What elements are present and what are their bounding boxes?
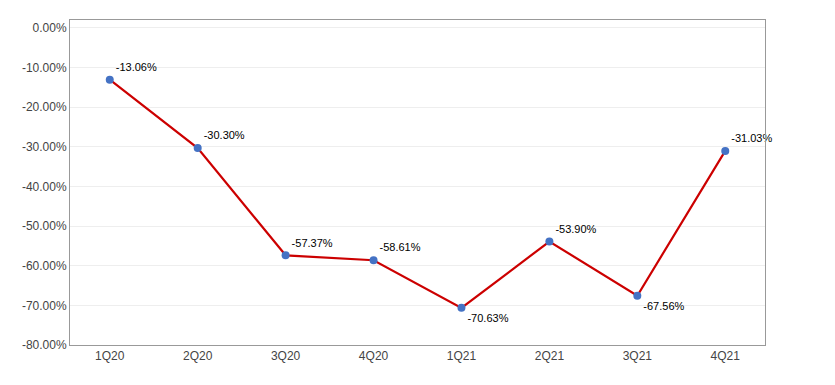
svg-text:-57.37%: -57.37% [292,237,333,249]
svg-text:-31.03%: -31.03% [731,132,772,144]
svg-text:-10.00%: -10.00% [22,61,67,75]
svg-text:1Q21: 1Q21 [447,349,477,363]
svg-text:-30.30%: -30.30% [204,129,245,141]
svg-text:-50.00%: -50.00% [22,219,67,233]
svg-text:-70.00%: -70.00% [22,299,67,313]
svg-text:-20.00%: -20.00% [22,100,67,114]
svg-text:3Q21: 3Q21 [623,349,653,363]
svg-text:-58.61%: -58.61% [380,241,421,253]
svg-text:-67.56%: -67.56% [643,300,684,312]
svg-text:2Q21: 2Q21 [535,349,565,363]
svg-text:1Q20: 1Q20 [95,349,125,363]
svg-text:-60.00%: -60.00% [22,259,67,273]
svg-text:-13.06%: -13.06% [116,61,157,73]
svg-text:2Q20: 2Q20 [183,349,213,363]
svg-text:4Q21: 4Q21 [711,349,741,363]
svg-text:0.00%: 0.00% [33,21,67,35]
svg-text:-80.00%: -80.00% [22,338,67,352]
svg-text:4Q20: 4Q20 [359,349,389,363]
svg-text:-30.00%: -30.00% [22,140,67,154]
svg-text:-70.63%: -70.63% [467,312,508,324]
svg-text:3Q20: 3Q20 [271,349,301,363]
svg-text:-53.90%: -53.90% [555,223,596,235]
svg-text:-40.00%: -40.00% [22,180,67,194]
